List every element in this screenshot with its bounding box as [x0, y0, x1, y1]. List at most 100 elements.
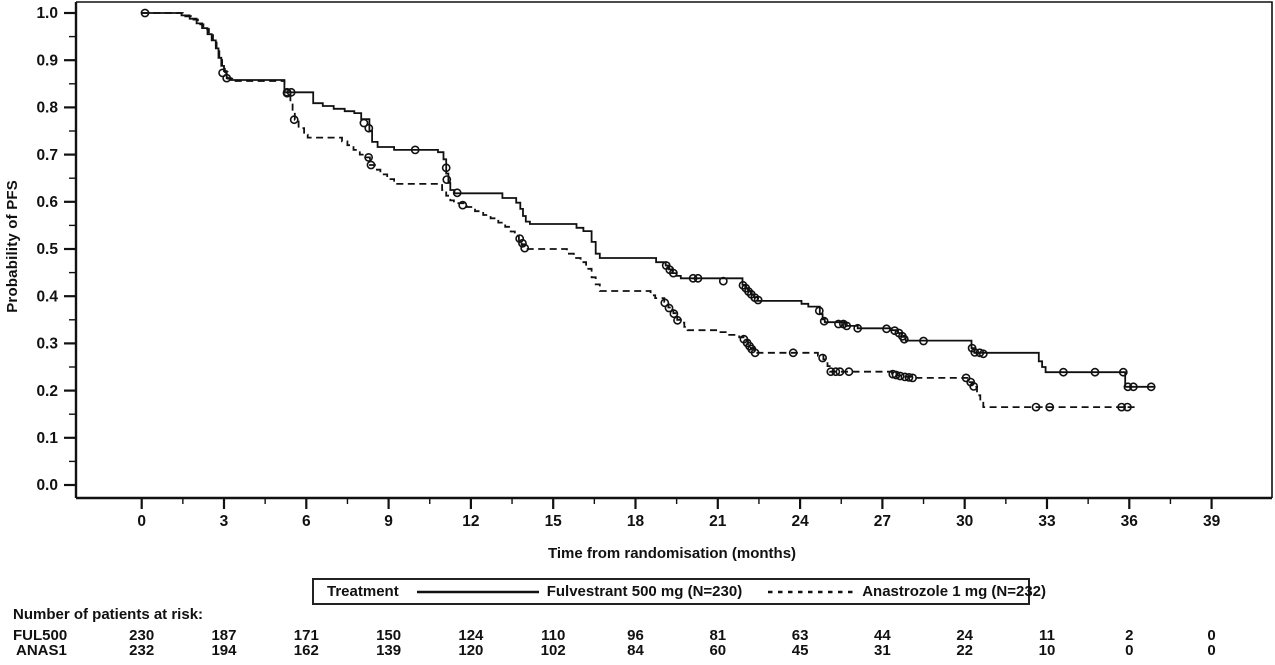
x-tick-label: 12 [462, 513, 479, 530]
legend-solid-line-sample [416, 590, 539, 593]
censor-mark-anastrozole [1117, 402, 1126, 412]
censor-mark-fulvestrant [410, 145, 420, 155]
censor-mark-fulvestrant [753, 295, 763, 305]
y-tick-label: 0.1 [36, 430, 58, 447]
censor-mark-fulvestrant [359, 118, 369, 128]
risk-value: 11 [1039, 627, 1055, 644]
censor-mark-anastrozole [518, 238, 527, 248]
x-tick-label: 21 [709, 513, 727, 530]
risk-value: 96 [627, 627, 644, 644]
censor-mark-anastrozole [908, 373, 917, 383]
censor-mark-fulvestrant [919, 336, 928, 346]
legend-entry-anastrozole: Anastrozole 1 mg (N=232) [862, 583, 1047, 600]
censor-mark-anastrozole [831, 367, 841, 377]
x-tick-label: 24 [791, 513, 809, 530]
censor-mark-fulvestrant [978, 349, 988, 359]
censor-mark-fulvestrant [814, 306, 824, 316]
x-tick-label: 9 [384, 513, 393, 530]
legend-title: Treatment [327, 583, 399, 600]
risk-value: 139 [376, 642, 402, 659]
censor-mark-fulvestrant [882, 324, 891, 334]
censor-mark-fulvestrant [693, 273, 703, 283]
censor-mark-fulvestrant [853, 323, 863, 333]
censor-mark-anastrozole [1123, 402, 1132, 412]
x-axis-title: Time from randomisation (months) [547, 545, 797, 562]
km-curve-anastrozole [141, 12, 1135, 408]
risk-value: 110 [541, 627, 566, 644]
y-tick-label: 0.5 [36, 241, 58, 258]
censor-mark-anastrozole [844, 367, 854, 377]
censor-mark-anastrozole [826, 367, 836, 377]
risk-value: 0 [1207, 627, 1216, 644]
risk-value: 230 [129, 627, 155, 644]
censor-mark-fulvestrant [819, 316, 829, 326]
censor-mark-anastrozole [835, 367, 845, 377]
km-curve-fulvestrant [141, 12, 1154, 388]
risk-row-label-ful500: FUL500 [13, 627, 68, 644]
risk-value: 232 [129, 642, 155, 659]
censor-mark-anastrozole [673, 315, 682, 325]
y-tick-label: 0.3 [36, 336, 58, 353]
risk-value: 22 [956, 642, 974, 659]
risk-value: 194 [211, 642, 237, 659]
legend-box: Treatment Fulvestrant 500 mg (N=230) Ana… [312, 578, 1046, 605]
censor-mark-fulvestrant [1059, 367, 1068, 377]
risk-value: 124 [458, 627, 484, 644]
censor-mark-fulvestrant [442, 175, 452, 184]
censor-mark-fulvestrant [1090, 367, 1100, 377]
censor-mark-fulvestrant [441, 163, 451, 173]
censor-mark-anastrozole [366, 160, 376, 170]
x-tick-label: 15 [545, 513, 563, 530]
censor-mark-fulvestrant [1129, 382, 1138, 392]
x-tick-label: 33 [1038, 513, 1056, 530]
censor-mark-fulvestrant [1123, 382, 1133, 392]
y-tick-label: 0.2 [36, 383, 58, 400]
y-tick-label: 0.6 [36, 194, 58, 211]
risk-value: 84 [627, 642, 644, 659]
y-tick-label: 0.8 [36, 100, 58, 117]
x-tick-label: 27 [874, 513, 891, 530]
y-axis-title-wrap: Probability of PFS [4, 0, 21, 492]
x-tick-label: 39 [1203, 513, 1221, 530]
censor-mark-fulvestrant [1118, 367, 1128, 377]
x-tick-label: 18 [627, 513, 645, 530]
risk-value: 10 [1038, 642, 1056, 659]
censor-mark-fulvestrant [842, 321, 852, 331]
risk-value: 81 [709, 627, 727, 644]
censor-mark-anastrozole [282, 88, 292, 98]
censor-mark-anastrozole [660, 298, 670, 308]
censor-mark-anastrozole [458, 200, 468, 210]
y-tick-label: 1.0 [36, 5, 58, 22]
risk-value: 44 [874, 627, 891, 644]
risk-value: 45 [791, 642, 809, 659]
censor-mark-fulvestrant [1146, 382, 1156, 392]
risk-table-title: Number of patients at risk: [13, 606, 204, 623]
censor-mark-anastrozole [289, 115, 299, 125]
censor-mark-anastrozole [904, 372, 914, 382]
x-tick-label: 3 [220, 513, 229, 530]
censor-mark-fulvestrant [899, 334, 909, 344]
y-tick-label: 0.9 [36, 52, 58, 69]
censor-mark-anastrozole [664, 303, 674, 313]
censor-mark-anastrozole [969, 381, 979, 391]
censor-mark-anastrozole [788, 348, 798, 358]
censor-mark-anastrozole [895, 371, 905, 381]
risk-value: 31 [874, 642, 891, 659]
censor-mark-anastrozole [818, 353, 827, 363]
risk-value: 150 [376, 627, 402, 644]
censor-mark-fulvestrant [718, 276, 728, 286]
risk-value: 24 [956, 627, 974, 644]
risk-value: 120 [458, 642, 484, 659]
y-tick-label: 0.0 [36, 477, 58, 494]
risk-value: 60 [709, 642, 727, 659]
censor-mark-anastrozole [1045, 402, 1055, 412]
censor-mark-anastrozole [364, 152, 373, 162]
censor-mark-anastrozole [891, 370, 901, 380]
legend-dashed-line-sample [768, 590, 857, 593]
x-tick-label: 0 [137, 513, 146, 530]
censor-mark-anastrozole [669, 309, 679, 319]
risk-row-label-anas1: ANAS1 [16, 642, 67, 659]
censor-mark-anastrozole [750, 348, 760, 358]
